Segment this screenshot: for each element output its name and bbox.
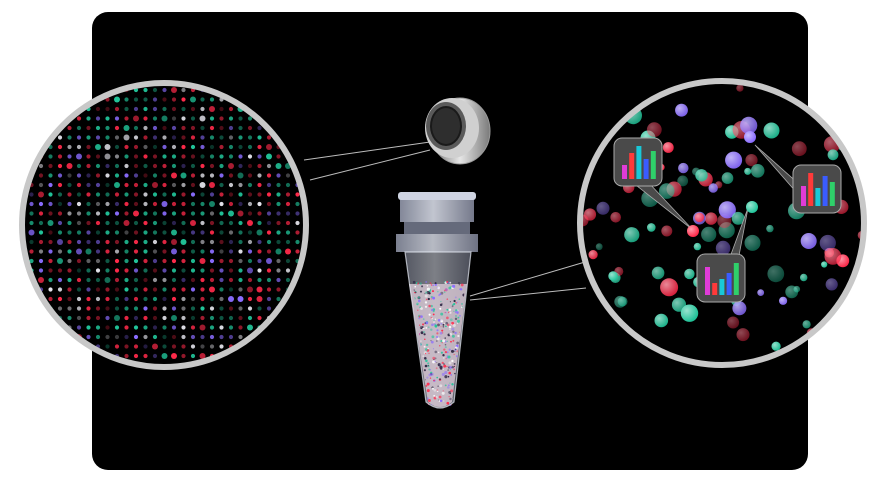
connector-left-top xyxy=(303,141,431,161)
right-lens-ring xyxy=(577,78,867,368)
sample-tube-icon xyxy=(396,192,478,409)
connector-right-bottom xyxy=(469,287,587,301)
connector-right-top xyxy=(469,261,586,297)
callouts xyxy=(613,131,842,303)
bar-histogram-callout-icon-3 xyxy=(696,207,749,303)
right-lens xyxy=(577,78,867,368)
bar-histogram-callout-icon-1 xyxy=(613,137,694,231)
left-lens-ring xyxy=(19,80,309,370)
bar-histogram-callout-icon-2 xyxy=(754,144,842,214)
left-lens xyxy=(19,80,309,370)
connector-lines xyxy=(303,141,587,301)
connector-left-bottom xyxy=(309,149,431,181)
bead-chip-icon xyxy=(425,97,491,165)
